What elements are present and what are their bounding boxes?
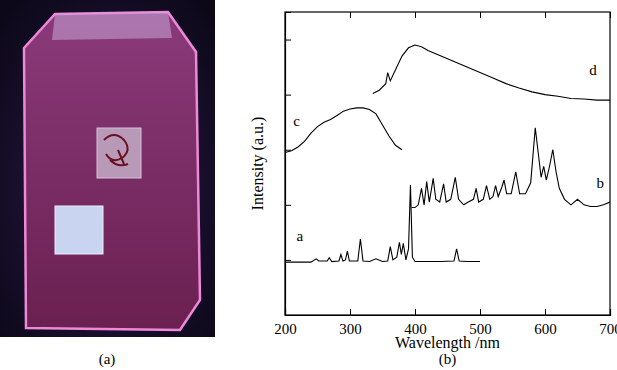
- y-tick-mark: [285, 205, 291, 206]
- x-tick-mark: [545, 12, 546, 18]
- curve-label: b: [597, 175, 605, 191]
- x-tick-mark: [415, 309, 416, 315]
- spectrum-line: [412, 128, 610, 208]
- plot-area: [285, 45, 610, 262]
- x-tick-label: 200: [274, 321, 297, 337]
- y-tick: [285, 150, 291, 151]
- y-tick: [285, 260, 291, 261]
- x-tick-top: [545, 12, 546, 18]
- y-axis: [285, 13, 291, 316]
- spectrum-line: [285, 185, 480, 262]
- panel-label: (a): [99, 351, 116, 368]
- spectrum-line: [285, 108, 402, 153]
- y-tick-mark: [285, 40, 291, 41]
- photo-background: [0, 0, 215, 337]
- x-tick-label: 300: [339, 321, 362, 337]
- y-tick: [285, 40, 291, 41]
- glass-slab: [24, 12, 200, 330]
- y-axis-line: [286, 13, 292, 316]
- x-axis-line: [286, 309, 611, 316]
- x-tick-label: 600: [534, 321, 557, 337]
- x-tick-mark: [350, 309, 351, 315]
- x-tick: 600: [534, 309, 557, 337]
- x-tick-mark: [415, 12, 416, 18]
- y-tick: [285, 205, 291, 206]
- x-tick: 300: [339, 309, 362, 337]
- x-tick-top: [480, 12, 481, 18]
- x-tick-top: [610, 12, 611, 18]
- x-tick: 700: [599, 309, 617, 337]
- luminescent-square: [55, 206, 103, 254]
- x-tick-mark: [545, 309, 546, 315]
- image-square: [97, 128, 141, 178]
- x-axis: 200 300 400 500 600 700: [274, 309, 617, 337]
- y-axis-title: Intensity (a.u.): [249, 117, 267, 211]
- x-tick-top: [350, 12, 351, 18]
- x-axis-top: [286, 12, 611, 18]
- y-tick-mark: [285, 150, 291, 151]
- x-axis-title: Wavelength /nm: [395, 334, 500, 352]
- spectrum-line: [373, 45, 610, 100]
- curve-label: a: [297, 228, 304, 244]
- curve-label: d: [589, 62, 597, 78]
- plot-frame: [285, 12, 610, 315]
- x-tick-top: [415, 12, 416, 18]
- x-tick-mark: [480, 309, 481, 315]
- y-tick: [285, 95, 291, 96]
- x-tick-mark: [480, 12, 481, 18]
- photo: [0, 0, 215, 337]
- y-tick-mark: [285, 95, 291, 96]
- y-tick-mark: [285, 315, 291, 316]
- curve-label: c: [293, 113, 300, 129]
- image-drawing: [104, 135, 128, 165]
- x-tick: 500: [469, 309, 492, 337]
- panel-label: (b): [439, 351, 457, 368]
- x-tick: 400: [404, 309, 427, 337]
- x-tick-label: 700: [599, 321, 617, 337]
- x-tick-mark: [610, 12, 611, 18]
- y-tick-mark: [285, 260, 291, 261]
- x-tick-mark: [350, 12, 351, 18]
- tape: [52, 12, 172, 40]
- y-tick: [285, 315, 291, 316]
- x-tick-mark: [610, 309, 611, 315]
- figure: (a) 200 300 400 500 600 700 Wavelength /nm Inten…: [0, 0, 617, 370]
